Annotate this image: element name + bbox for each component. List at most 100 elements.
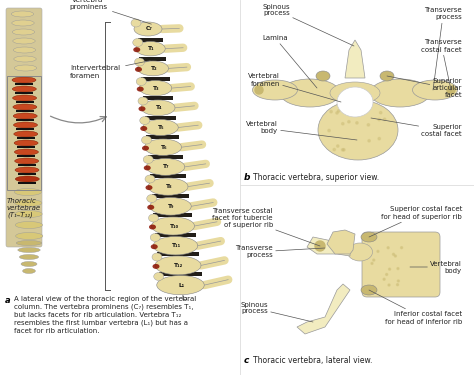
Ellipse shape <box>148 178 188 195</box>
Text: Inferior costal facet
for head of inferior rib: Inferior costal facet for head of inferi… <box>369 290 462 324</box>
Circle shape <box>350 122 352 124</box>
Bar <box>16 119 34 121</box>
Ellipse shape <box>12 77 36 83</box>
Circle shape <box>402 257 405 259</box>
Ellipse shape <box>153 264 159 269</box>
Ellipse shape <box>147 205 154 210</box>
Text: T₄: T₄ <box>156 105 162 110</box>
Bar <box>17 146 35 148</box>
Bar <box>240 0 474 375</box>
Text: Thoracic vertebra, superior view.: Thoracic vertebra, superior view. <box>253 173 379 182</box>
Circle shape <box>363 122 365 124</box>
Bar <box>152 194 189 198</box>
Circle shape <box>343 116 345 119</box>
Text: T₁₂: T₁₂ <box>174 263 183 268</box>
Circle shape <box>336 148 338 151</box>
Text: Intervertebral
foramen: Intervertebral foramen <box>70 61 150 78</box>
Ellipse shape <box>144 165 151 170</box>
Ellipse shape <box>347 243 373 261</box>
Polygon shape <box>327 230 355 254</box>
Ellipse shape <box>330 82 380 104</box>
Bar <box>155 232 196 237</box>
Circle shape <box>339 144 342 147</box>
Ellipse shape <box>12 20 34 26</box>
Ellipse shape <box>141 100 175 116</box>
Polygon shape <box>297 284 350 334</box>
Ellipse shape <box>147 195 157 202</box>
Bar <box>159 272 202 276</box>
Circle shape <box>340 119 343 122</box>
Text: Transverse
process: Transverse process <box>236 246 325 258</box>
Bar <box>143 96 173 100</box>
Text: T₅: T₅ <box>158 125 165 130</box>
Bar <box>139 57 166 61</box>
Text: Vertebral
body: Vertebral body <box>410 261 462 273</box>
Text: Spinous
process: Spinous process <box>263 3 354 46</box>
Text: Transverse
costal facet: Transverse costal facet <box>421 39 462 90</box>
Circle shape <box>333 116 336 119</box>
Bar <box>18 173 36 175</box>
Circle shape <box>426 261 428 263</box>
Ellipse shape <box>15 200 42 207</box>
Ellipse shape <box>21 261 37 267</box>
Ellipse shape <box>131 19 141 27</box>
Ellipse shape <box>318 100 398 160</box>
Ellipse shape <box>16 240 42 246</box>
Text: Superior costal facet
for head of superior rib: Superior costal facet for head of superi… <box>369 207 462 237</box>
Bar <box>17 128 35 130</box>
Ellipse shape <box>15 222 43 228</box>
Text: Thoracic vertebra, lateral view.: Thoracic vertebra, lateral view. <box>253 356 373 365</box>
Circle shape <box>328 123 330 126</box>
Circle shape <box>350 132 352 135</box>
Bar <box>16 110 34 112</box>
Text: a: a <box>5 296 10 305</box>
Circle shape <box>379 270 381 272</box>
Circle shape <box>413 275 416 277</box>
Bar <box>7 76 41 190</box>
Ellipse shape <box>13 38 35 44</box>
Ellipse shape <box>16 232 43 240</box>
Ellipse shape <box>12 29 35 35</box>
Ellipse shape <box>135 67 142 72</box>
Circle shape <box>333 133 335 135</box>
Ellipse shape <box>137 87 144 92</box>
Ellipse shape <box>14 131 38 137</box>
Ellipse shape <box>142 146 149 151</box>
Text: T₉: T₉ <box>168 204 175 209</box>
Ellipse shape <box>133 39 143 46</box>
Text: but lacks facets for rib articulation. Vertebra T₁₂: but lacks facets for rib articulation. V… <box>14 312 182 318</box>
Text: Vertebral
body: Vertebral body <box>246 122 357 140</box>
Circle shape <box>345 146 347 148</box>
Ellipse shape <box>15 176 39 182</box>
Polygon shape <box>307 237 350 256</box>
Ellipse shape <box>138 97 148 105</box>
Text: L₁: L₁ <box>181 294 188 300</box>
Ellipse shape <box>133 47 140 52</box>
Text: Vertebra
prominens: Vertebra prominens <box>69 0 151 24</box>
Bar <box>16 101 34 103</box>
Text: Transverse costal
facet for tubercle
of superior rib: Transverse costal facet for tubercle of … <box>212 208 320 246</box>
Circle shape <box>373 257 374 259</box>
Circle shape <box>356 143 358 145</box>
Bar <box>18 155 36 157</box>
Circle shape <box>398 262 400 264</box>
Ellipse shape <box>19 255 38 260</box>
Ellipse shape <box>13 122 37 128</box>
Bar <box>154 213 192 217</box>
Polygon shape <box>345 40 365 78</box>
Ellipse shape <box>14 56 36 62</box>
Bar <box>17 137 35 139</box>
FancyBboxPatch shape <box>362 232 440 297</box>
Text: Vertebral
foramen: Vertebral foramen <box>248 74 341 102</box>
Ellipse shape <box>143 156 153 164</box>
Ellipse shape <box>145 175 155 183</box>
Ellipse shape <box>316 71 330 81</box>
Circle shape <box>315 241 325 251</box>
Bar <box>145 116 176 120</box>
Text: T₈: T₈ <box>166 184 173 189</box>
Ellipse shape <box>150 234 160 242</box>
Circle shape <box>447 86 455 94</box>
Ellipse shape <box>15 210 42 218</box>
Circle shape <box>374 266 376 268</box>
Ellipse shape <box>152 217 194 235</box>
